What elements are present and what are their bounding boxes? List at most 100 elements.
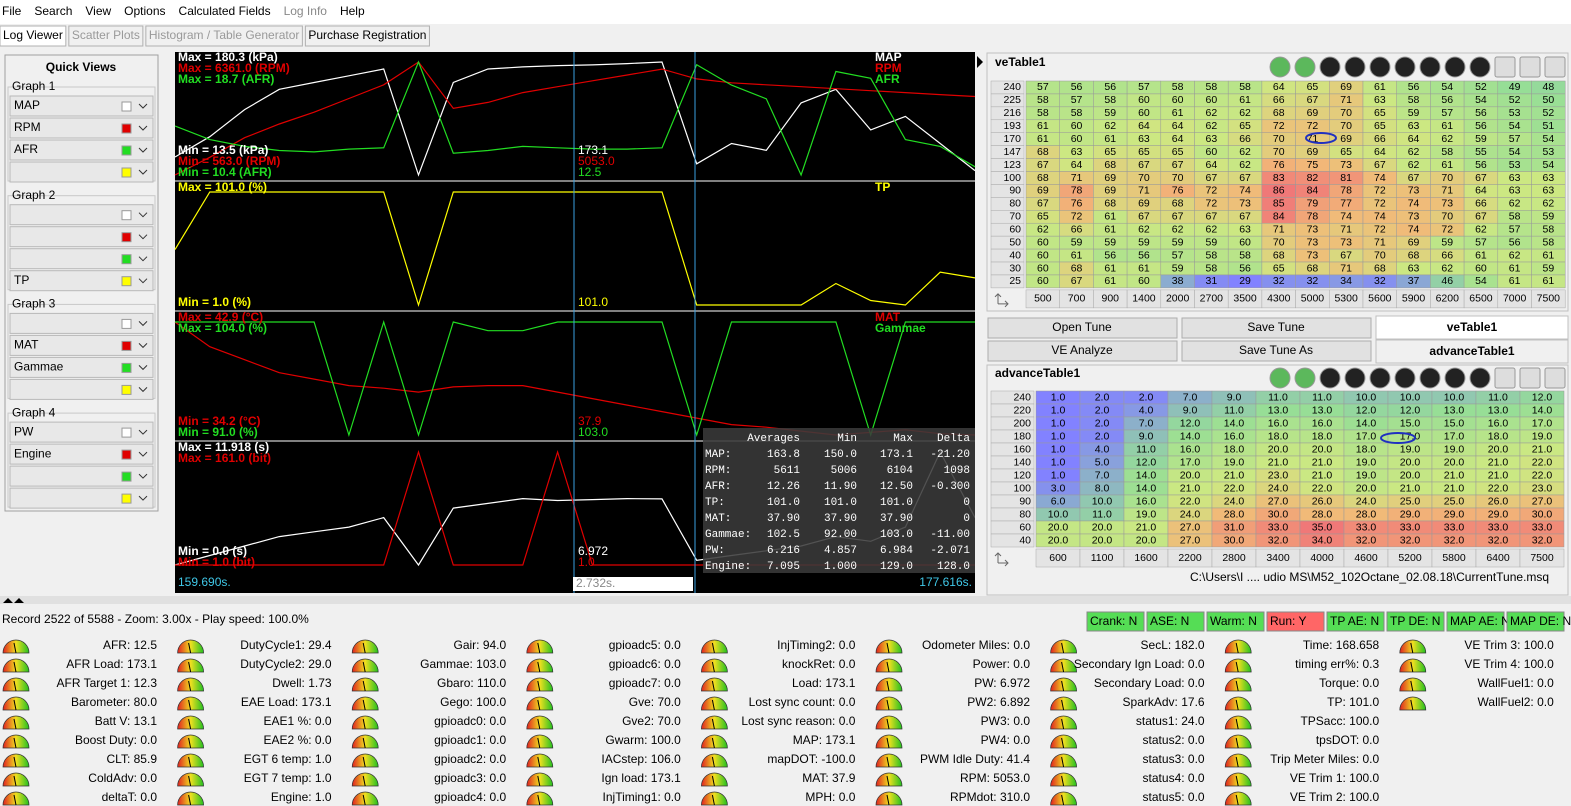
field-name: Engine (14, 446, 52, 460)
field-select[interactable] (10, 313, 153, 333)
button-label: VE Analyze (1051, 343, 1113, 357)
menu-item[interactable]: Log Info (284, 4, 328, 18)
menu-item[interactable]: File (2, 4, 22, 18)
cell-value: 19.0 (1356, 469, 1377, 481)
toolbar-button[interactable] (1520, 57, 1540, 77)
toolbar-button[interactable] (1495, 368, 1515, 388)
cell-value: 32.0 (1268, 534, 1289, 546)
gauge-label: TPSacc: 100.0 (1300, 714, 1379, 728)
field-select[interactable] (10, 249, 153, 269)
menu-item[interactable]: Calculated Fields (179, 4, 271, 18)
cell-value: 61 (1374, 81, 1386, 93)
cell-value: 70 (1273, 133, 1285, 145)
toolbar-button[interactable] (1320, 57, 1340, 77)
toolbar-button[interactable] (1270, 368, 1290, 388)
cell-value: 69 (1104, 172, 1116, 184)
gauge-label: Batt V: 13.1 (95, 714, 158, 728)
toolbar-button[interactable] (1445, 368, 1465, 388)
cell-value: 13.0 (1488, 404, 1509, 416)
cell-value: 61 (1104, 223, 1116, 235)
cell-value: 82 (1307, 172, 1319, 184)
cell-value: 16.0 (1268, 417, 1289, 429)
cell-value: 30.0 (1532, 508, 1553, 520)
y-axis-label: 50 (1009, 236, 1021, 248)
field-select[interactable] (10, 162, 153, 182)
toolbar-button[interactable] (1470, 57, 1490, 77)
cell-value: 63 (1206, 133, 1218, 145)
cell-value: 60 (1037, 275, 1049, 287)
field-select[interactable] (10, 379, 153, 399)
cell-value: 67 (1172, 211, 1184, 223)
gauge-label: Trip Meter Miles: 0.0 (1270, 752, 1379, 766)
cell-value: 21.0 (1488, 456, 1509, 468)
toolbar-button[interactable] (1470, 368, 1490, 388)
y-axis-label: 216 (1003, 107, 1021, 119)
cell-value: 60 (1037, 236, 1049, 248)
cell-value: 61 (1441, 120, 1453, 132)
status-text: Record 2522 of 5588 - Zoom: 3.00x - Play… (2, 612, 309, 626)
field-select[interactable] (10, 227, 153, 247)
field-select[interactable] (10, 205, 153, 225)
cell-value: 12.0 (1180, 417, 1201, 429)
toolbar-button[interactable] (1420, 368, 1440, 388)
toolbar-button[interactable] (1320, 368, 1340, 388)
field-select[interactable] (10, 466, 153, 486)
avg-cell: 11.90 (824, 481, 857, 493)
toolbar-button[interactable] (1520, 368, 1540, 388)
toolbar-button[interactable] (1420, 57, 1440, 77)
field-select[interactable] (10, 271, 153, 291)
y-axis-label: 120 (1013, 469, 1031, 481)
cell-value: 18.0 (1356, 443, 1377, 455)
avg-cell: MAT: (705, 513, 731, 525)
tune-path: C:\Users\I .... udio MS\M52_102Octane_02… (1190, 570, 1549, 584)
cell-value: 68 (1037, 146, 1049, 158)
cell-value: 56 (1475, 120, 1487, 132)
toolbar-button[interactable] (1395, 57, 1415, 77)
cell-value: 69 (1307, 107, 1319, 119)
cell-value: 37 (1408, 275, 1420, 287)
cell-value: 29.0 (1400, 508, 1421, 520)
gauge-label: Ign load: 173.1 (601, 771, 681, 785)
cell-value: 75 (1307, 159, 1319, 171)
cell-value: 4.0 (1139, 404, 1154, 416)
menu-item[interactable]: Search (34, 4, 72, 18)
quick-views-title: Quick Views (46, 60, 117, 74)
toolbar-button[interactable] (1370, 57, 1390, 77)
avg-cell: Engine: (705, 561, 751, 573)
gauge-label: knockRet: 0.0 (782, 657, 856, 671)
field-select[interactable] (10, 488, 153, 508)
cell-value: 24.0 (1180, 508, 1201, 520)
toolbar-button[interactable] (1345, 57, 1365, 77)
toolbar-button[interactable] (1545, 368, 1565, 388)
toolbar-button[interactable] (1370, 368, 1390, 388)
toolbar-button[interactable] (1295, 57, 1315, 77)
gauge-label: Gair: 94.0 (453, 638, 506, 652)
cell-value: 20.0 (1180, 469, 1201, 481)
field-color (122, 211, 131, 220)
toolbar-button[interactable] (1545, 57, 1565, 77)
cursor-value: 103.0 (578, 425, 608, 439)
cell-value: 30.0 (1224, 534, 1245, 546)
cell-value: 20.0 (1356, 482, 1377, 494)
splitter (0, 596, 1571, 604)
gauge-label: VE Trim 3: 100.0 (1464, 638, 1554, 652)
field-color (122, 255, 131, 264)
cell-value: 30.0 (1268, 508, 1289, 520)
toolbar-button[interactable] (1345, 368, 1365, 388)
cell-value: 60 (1206, 146, 1218, 158)
gauge-label: PW2: 6.892 (967, 695, 1030, 709)
cell-value: 54 (1441, 81, 1453, 93)
menu-item[interactable]: View (85, 4, 111, 18)
cell-value: 24.0 (1268, 482, 1289, 494)
toolbar-button[interactable] (1495, 57, 1515, 77)
toolbar-button[interactable] (1270, 57, 1290, 77)
cell-value: 59 (1206, 236, 1218, 248)
cell-value: 74 (1239, 185, 1251, 197)
toolbar-button[interactable] (1295, 368, 1315, 388)
toolbar-button[interactable] (1445, 57, 1465, 77)
menu-item[interactable]: Help (340, 4, 365, 18)
toolbar-button[interactable] (1395, 368, 1415, 388)
time-start: 159.690s. (178, 575, 231, 589)
menu-item[interactable]: Options (124, 4, 165, 18)
